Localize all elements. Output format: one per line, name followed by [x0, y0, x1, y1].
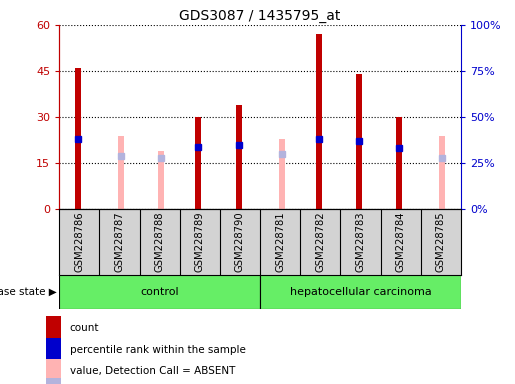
Text: hepatocellular carcinoma: hepatocellular carcinoma: [289, 287, 432, 297]
Text: GSM228785: GSM228785: [436, 211, 446, 272]
Title: GDS3087 / 1435795_at: GDS3087 / 1435795_at: [179, 8, 341, 23]
Text: GSM228790: GSM228790: [235, 211, 245, 272]
Bar: [316, 34, 322, 209]
Text: control: control: [140, 287, 179, 297]
Text: value, Detection Call = ABSENT: value, Detection Call = ABSENT: [70, 366, 235, 376]
Bar: [396, 117, 402, 209]
Bar: [356, 74, 362, 209]
Bar: [46, 378, 61, 384]
Bar: [279, 139, 285, 209]
Bar: [59, 275, 260, 309]
Bar: [118, 136, 124, 209]
Text: GSM228788: GSM228788: [154, 211, 165, 272]
Bar: [46, 359, 61, 382]
Bar: [260, 275, 461, 309]
Bar: [235, 105, 242, 209]
Text: GSM228786: GSM228786: [74, 211, 84, 272]
Bar: [158, 151, 164, 209]
Text: GSM228787: GSM228787: [114, 211, 125, 272]
Bar: [75, 68, 81, 209]
Text: GSM228784: GSM228784: [396, 211, 406, 272]
Bar: [439, 136, 445, 209]
Text: percentile rank within the sample: percentile rank within the sample: [70, 345, 246, 355]
Text: GSM228783: GSM228783: [355, 211, 366, 272]
Bar: [46, 316, 61, 340]
Text: disease state ▶: disease state ▶: [0, 287, 57, 297]
Bar: [46, 338, 61, 362]
Text: count: count: [70, 323, 99, 333]
Bar: [195, 117, 201, 209]
Text: GSM228782: GSM228782: [315, 211, 325, 272]
Text: GSM228781: GSM228781: [275, 211, 285, 272]
Text: GSM228789: GSM228789: [195, 211, 205, 272]
